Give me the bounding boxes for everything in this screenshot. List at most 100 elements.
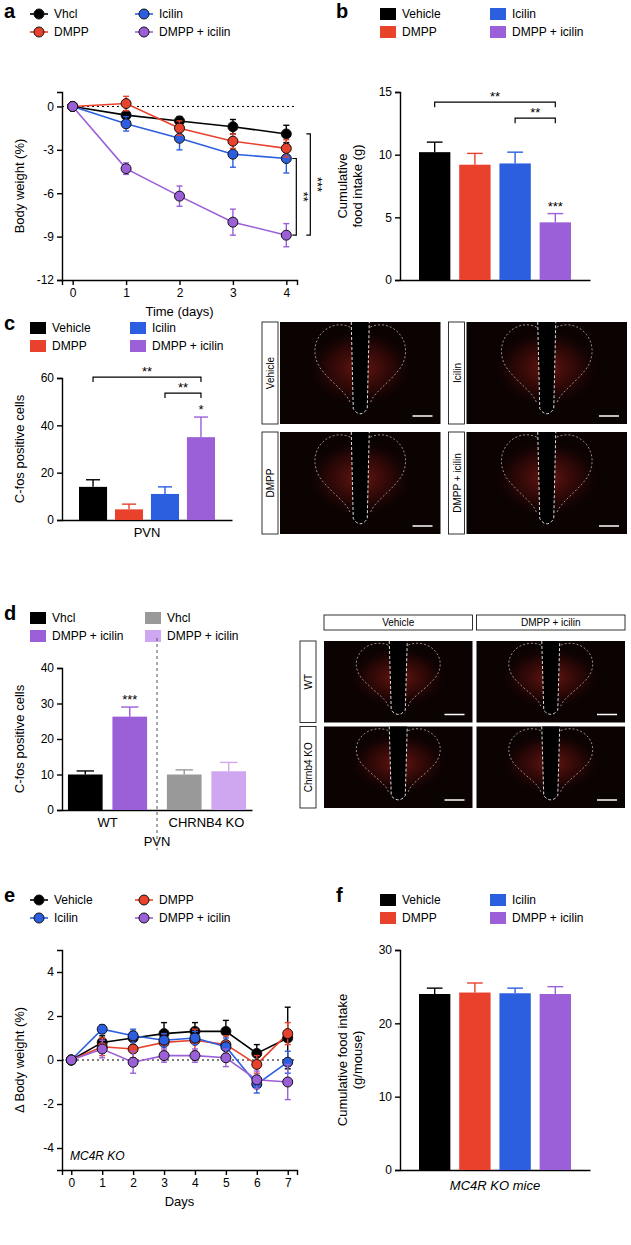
legend-item: Icilin: [490, 893, 536, 907]
tick: 40: [41, 419, 62, 433]
point: [228, 136, 238, 146]
error-cap: [283, 172, 289, 173]
error-cap: [86, 479, 100, 480]
tick-label: 20: [41, 732, 55, 746]
point: [175, 133, 185, 143]
error-cap: [230, 133, 236, 134]
axis-line: [57, 669, 63, 811]
error-stem: [555, 987, 556, 994]
point: [68, 101, 78, 111]
error-cap: [283, 139, 289, 140]
tick-mark: [233, 280, 234, 285]
bar: [419, 152, 450, 280]
error-cap: [130, 1072, 136, 1073]
point: [121, 99, 131, 109]
tick-label: 60: [41, 371, 55, 385]
point: [283, 1077, 293, 1087]
legend-label: DMPP + icilin: [512, 911, 583, 925]
legend-item: DMPP: [380, 911, 437, 925]
tick: 0: [385, 1163, 400, 1177]
micrograph-panel: VehicleIcilinDMPPDMPP + icilin: [262, 322, 627, 534]
legend-marker: [139, 895, 149, 905]
error-cap: [283, 223, 289, 224]
error-cap: [230, 234, 236, 235]
panel: c0204060C-fos positive cellsVehicleDMPPI…: [4, 312, 627, 540]
y-axis-title: Δ Body weight (%): [12, 1007, 27, 1113]
series-line: [73, 106, 287, 158]
figure: a-12-9-6-30Body weight (%)VhclIcilinDMPP…: [0, 0, 631, 1245]
tick-mark: [57, 106, 62, 107]
error-cap: [427, 987, 443, 988]
tick-mark: [164, 1170, 165, 1175]
legend: VhclIcilinDMPPDMPP + icilin: [30, 7, 230, 39]
image-row-label: WT: [303, 674, 314, 690]
image-label-box: [262, 432, 278, 534]
micrograph: [467, 322, 628, 424]
tick-label: 0: [47, 100, 54, 114]
point: [159, 1035, 169, 1045]
tick: 7: [285, 1170, 292, 1190]
bar: [112, 717, 147, 810]
image-row-box: [300, 641, 316, 723]
error-stem: [228, 762, 229, 771]
tick: 0: [47, 803, 62, 817]
error-cap: [192, 1044, 198, 1045]
error-stem: [474, 983, 475, 993]
tick-label: 2: [130, 1176, 137, 1190]
error-stem: [514, 152, 515, 163]
error-cap: [122, 503, 136, 504]
axis-line: [401, 280, 591, 281]
pvn-outline: [561, 729, 593, 792]
error-cap: [254, 1088, 260, 1089]
error-bar: [547, 214, 563, 223]
micrograph: [324, 641, 473, 723]
error-bar: [507, 152, 523, 163]
image-label: Vehicle: [265, 356, 276, 389]
plot-marks: [68, 96, 292, 246]
legend-item: DMPP: [380, 25, 437, 39]
error-cap: [254, 1070, 260, 1071]
legend-label: DMPP: [54, 25, 89, 39]
error-cap: [223, 1020, 229, 1021]
legend-label: DMPP + icilin: [159, 25, 230, 39]
bar: [68, 775, 103, 811]
error-cap: [161, 1033, 167, 1034]
plot-marks: [419, 983, 571, 1170]
point: [159, 1051, 169, 1061]
legend: VehicleDMPPIcilinDMPP + icilin: [380, 893, 583, 925]
tick-mark: [57, 739, 62, 740]
significance-label: **: [490, 89, 500, 104]
legend-marker: [139, 9, 149, 19]
pvn-outline: [557, 435, 592, 514]
tick: 30: [41, 697, 62, 711]
panel-letter: f: [336, 884, 343, 906]
scale-bar: [599, 415, 619, 417]
legend-marker: [139, 27, 149, 37]
error-cap: [177, 206, 183, 207]
legend-marker: [34, 895, 44, 905]
legend-item: DMPP + icilin: [145, 629, 238, 643]
tick-label: 2: [177, 286, 184, 300]
tick-label: 4: [192, 1176, 199, 1190]
tick-mark: [133, 1170, 134, 1175]
tick: PVN: [134, 525, 161, 540]
legend-swatch: [30, 612, 46, 624]
pvn-outline: [408, 729, 440, 792]
legend-marker: [34, 27, 44, 37]
panel: a-12-9-6-30Body weight (%)VhclIcilinDMPP…: [4, 0, 325, 319]
tick-label: -12: [37, 273, 55, 287]
ventricle-outline: [542, 641, 560, 714]
y-axis-title-line: Δ Body weight (%): [12, 1007, 27, 1113]
y-axis-title: Cumulativefood intake (g): [335, 144, 365, 227]
error-cap: [283, 246, 289, 247]
tick-label: 20: [41, 466, 55, 480]
image-label: Icilin: [452, 363, 463, 383]
point: [66, 1055, 76, 1065]
axis-line: [395, 93, 401, 281]
zero-line: [62, 106, 297, 107]
tick: 6: [254, 1170, 261, 1190]
tick-mark: [57, 774, 62, 775]
tick-mark: [57, 425, 62, 426]
tick: 40: [41, 661, 62, 675]
tick-label: 3: [161, 1176, 168, 1190]
